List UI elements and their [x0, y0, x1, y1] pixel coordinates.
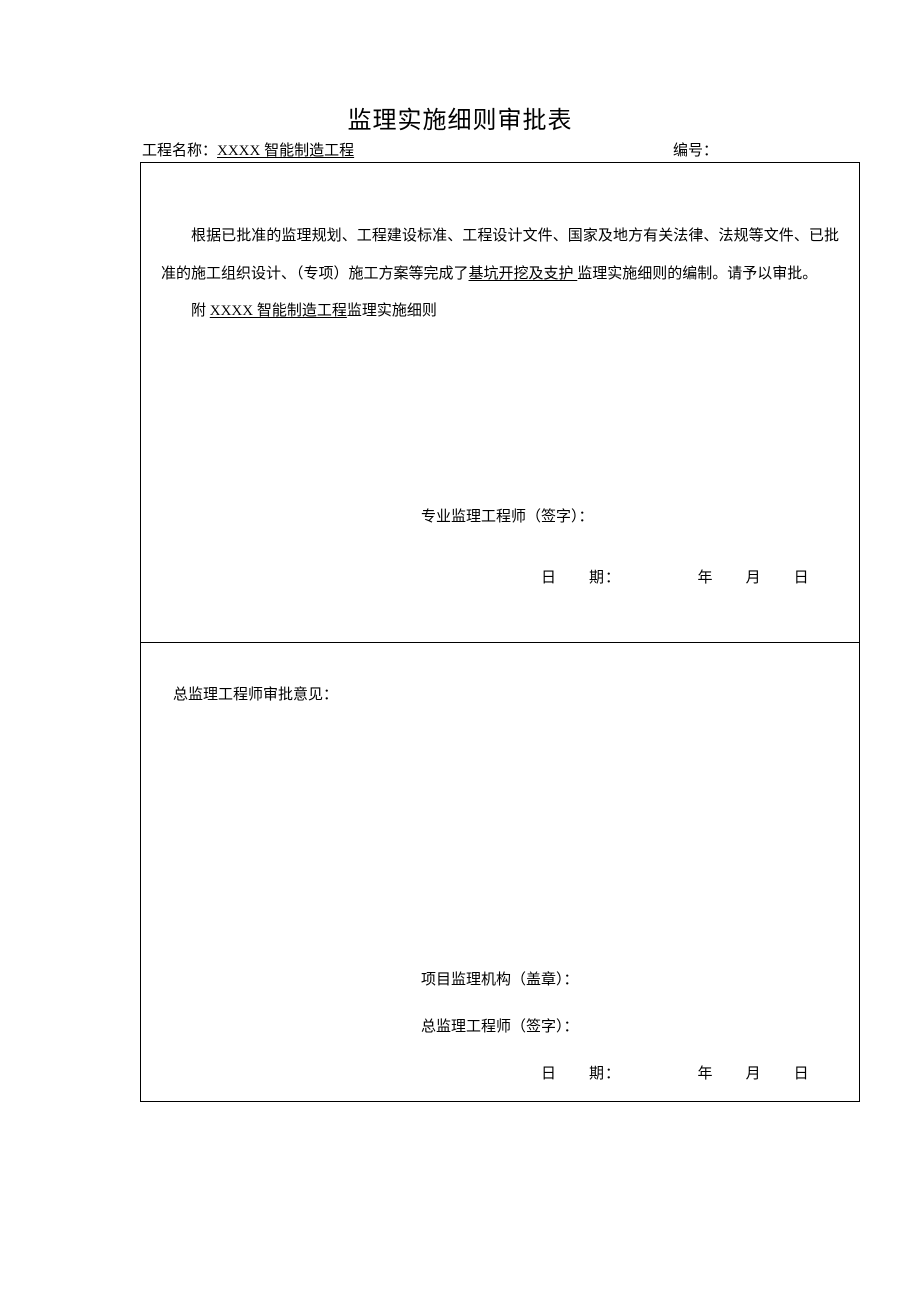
serial-number-label: 编号： [673, 139, 718, 160]
date-ymd-bottom: 年 月 日 [666, 1066, 810, 1082]
chief-opinion-label: 总监理工程师审批意见： [161, 683, 839, 704]
attachment-line: 附 XXXX 智能制造工程监理实施细则 [161, 293, 839, 331]
project-name-label: 工程名称： [142, 143, 217, 159]
date-ymd: 年 月 日 [666, 570, 810, 586]
project-name: 工程名称：XXXX 智能制造工程 [142, 139, 354, 160]
project-name-value: XXXX 智能制造工程 [217, 143, 354, 159]
document-page: 监理实施细则审批表 工程名称：XXXX 智能制造工程 编号： 根据已批准的监理规… [0, 0, 920, 1102]
specialist-signer-label: 专业监理工程师（签字）： [421, 501, 839, 534]
attach-suffix: 监理实施细则 [347, 303, 437, 319]
signature-block-bottom: 项目监理机构（盖章）： 总监理工程师（签字）： 日 期： 年 月 日 [161, 964, 839, 1091]
document-title: 监理实施细则审批表 [140, 100, 780, 135]
submission-paragraph: 根据已批准的监理规划、工程建设标准、工程设计文件、国家及地方有关法律、法规等文件… [161, 218, 839, 293]
submission-cell: 根据已批准的监理规划、工程建设标准、工程设计文件、国家及地方有关法律、法规等文件… [141, 163, 859, 643]
chief-signer-label: 总监理工程师（签字）： [421, 1011, 839, 1044]
attach-underlined: XXXX 智能制造工程 [210, 303, 347, 319]
para-suffix: 监理实施细则的编制。请予以审批。 [577, 266, 817, 282]
date-label: 日 期： [541, 570, 614, 586]
org-stamp-label: 项目监理机构（盖章）： [421, 964, 839, 997]
header-row: 工程名称：XXXX 智能制造工程 编号： [140, 139, 780, 160]
date-label-bottom: 日 期： [541, 1066, 614, 1082]
para-underlined: 基坑开挖及支护 [469, 266, 578, 282]
approval-cell: 总监理工程师审批意见： 项目监理机构（盖章）： 总监理工程师（签字）： 日 期：… [141, 643, 859, 1101]
date-line-bottom: 日 期： 年 月 日 [421, 1058, 839, 1091]
attach-prefix: 附 [191, 303, 210, 319]
form-table: 根据已批准的监理规划、工程建设标准、工程设计文件、国家及地方有关法律、法规等文件… [140, 162, 860, 1102]
date-line-top: 日 期： 年 月 日 [421, 562, 839, 595]
signature-block-top: 专业监理工程师（签字）： 日 期： 年 月 日 [161, 501, 839, 595]
